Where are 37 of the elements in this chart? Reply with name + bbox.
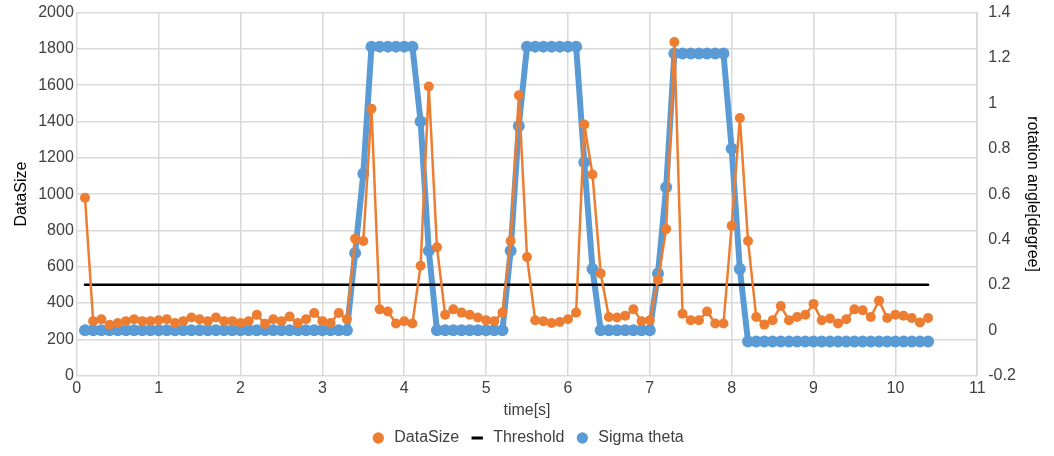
x-tick-label: 11 <box>968 378 986 396</box>
y-tick-label: 1200 <box>38 148 74 166</box>
legend-label: Sigma theta <box>598 428 684 446</box>
y2-tick-label: 0.8 <box>988 139 1011 157</box>
y-tick-label: 1800 <box>38 39 74 57</box>
y-tick-label: 1400 <box>38 111 74 129</box>
y2-tick-label: 0 <box>988 320 998 338</box>
x-tick-label: 9 <box>809 378 819 396</box>
y-tick-label: 1000 <box>38 184 74 202</box>
y2-tick-label: 1.2 <box>988 48 1011 66</box>
legend-label: DataSize <box>394 428 460 446</box>
x-tick-label: 5 <box>481 378 491 396</box>
x-axis-title: time[s] <box>503 400 551 418</box>
y2-tick-label: 1 <box>988 93 998 111</box>
y-tick-label: 800 <box>47 220 74 238</box>
y2-tick-label: -0.2 <box>988 366 1016 384</box>
x-tick-label: 6 <box>563 378 573 396</box>
x-tick-label: 10 <box>886 378 905 396</box>
y2-tick-label: 0.4 <box>988 229 1011 247</box>
x-tick-label: 2 <box>236 378 246 396</box>
legend-label: Threshold <box>493 428 565 446</box>
y-tick-label: 600 <box>47 257 74 275</box>
y2-tick-label: 0.6 <box>988 184 1011 202</box>
y-tick-label: 1600 <box>38 75 74 93</box>
y-tick-label: 0 <box>64 366 74 384</box>
y-tick-label: 2000 <box>38 3 74 21</box>
y-tick-label: 200 <box>47 329 74 347</box>
y-tick-label: 400 <box>47 293 74 311</box>
x-tick-label: 7 <box>645 378 655 396</box>
y2-axis-title: rotation angle[degree] <box>1024 116 1042 272</box>
x-tick-label: 4 <box>399 378 409 396</box>
x-tick-label: 1 <box>154 378 164 396</box>
y2-tick-label: 1.4 <box>988 3 1011 21</box>
x-tick-label: 8 <box>727 378 737 396</box>
y2-tick-label: 0.2 <box>988 275 1011 293</box>
y-axis-title: DataSize <box>12 161 30 227</box>
x-tick-label: 3 <box>317 378 327 396</box>
